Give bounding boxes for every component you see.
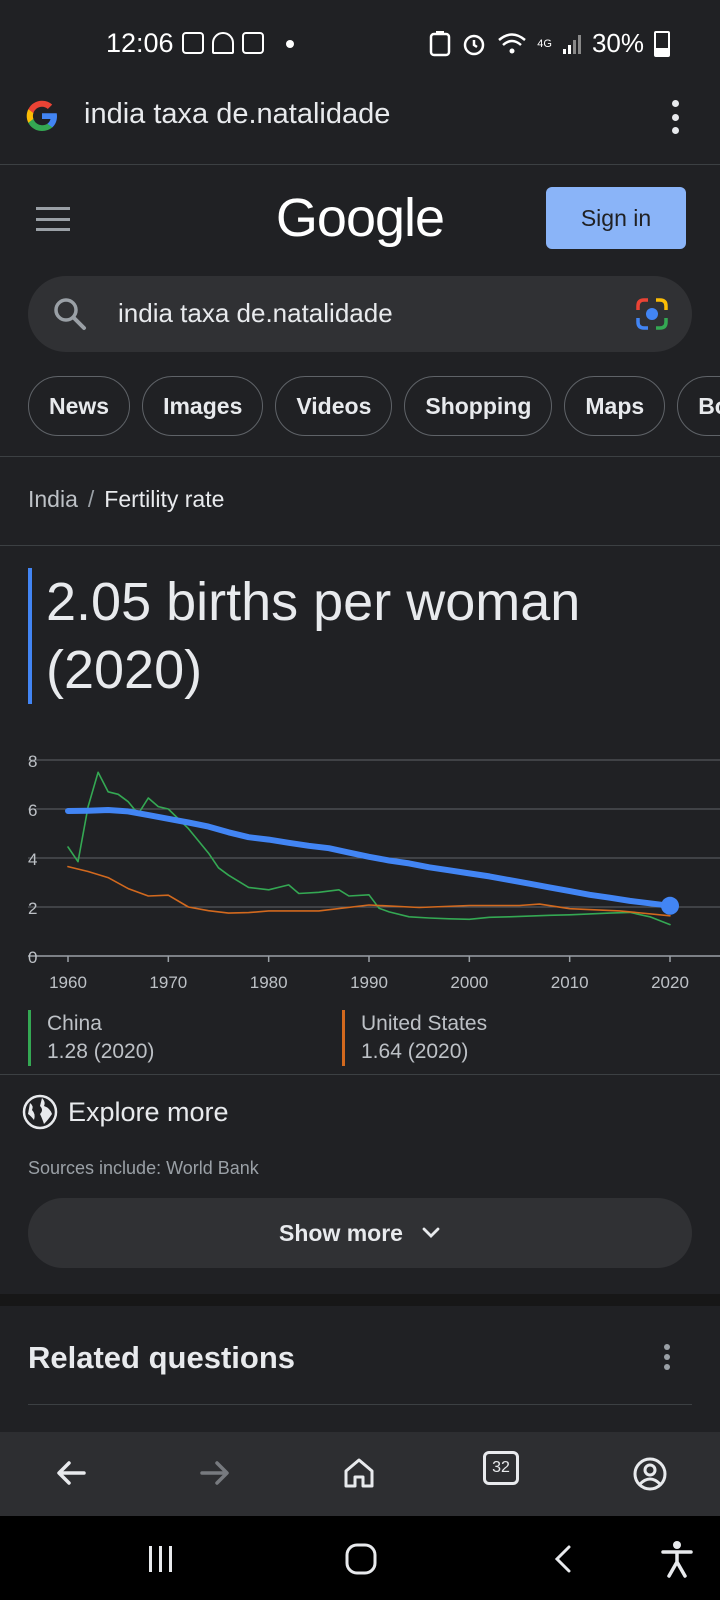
legend-series-value: 1.28 (2020) [47,1040,155,1063]
url-bar[interactable]: india taxa de.natalidade [0,88,720,165]
status-bar: 12:06 4G 30% [0,0,720,88]
back-arrow-icon[interactable] [54,1456,88,1490]
browser-toolbar [0,1432,720,1516]
sign-in-button[interactable]: Sign in [546,187,686,249]
explore-more-link[interactable]: Explore more [22,1094,229,1130]
sources-text: Sources include: World Bank [28,1158,259,1178]
answer-value: 2.05 births per woman [46,572,581,632]
answer-year: (2020) [46,640,203,700]
globe-icon [22,1094,58,1130]
status-time: 12:06 [106,28,174,58]
search-filter-chips: News Images Videos Shopping Maps Bo [28,376,720,438]
show-more-label: Show more [279,1219,403,1246]
divider [28,1404,692,1405]
divider [0,456,720,457]
legend-series-name: China [47,1012,102,1035]
url-query-text[interactable]: india taxa de.natalidade [84,98,391,130]
related-questions-heading: Related questions [28,1340,295,1375]
umbrella-notification-icon [212,32,234,54]
chip-books[interactable]: Bo [677,376,720,436]
legend-item-united-states[interactable]: United States 1.64 (2020) [342,1010,487,1066]
chip-images[interactable]: Images [142,376,264,436]
chip-news[interactable]: News [28,376,131,436]
breadcrumb-separator: / [87,486,95,512]
home-icon[interactable] [342,1456,376,1490]
system-back-icon[interactable] [550,1544,576,1574]
battery-icon [654,30,670,57]
google-g-icon [26,100,57,131]
x-tick-label: 1960 [49,973,87,992]
search-box[interactable]: india taxa de.natalidade [28,276,692,352]
latest-value-point [661,896,679,915]
chip-shopping[interactable]: Shopping [404,376,553,436]
answer-card: 2.05 births per woman (2020) [28,568,716,704]
section-separator [0,1294,720,1306]
forward-arrow-icon[interactable] [198,1456,232,1490]
x-tick-label: 2000 [450,973,488,992]
chevron-down-icon [422,1227,440,1238]
y-tick-label: 8 [28,752,37,771]
x-tick-label: 2010 [551,973,589,992]
google-lens-icon[interactable] [634,296,670,332]
account-icon[interactable] [632,1456,668,1492]
image-notification-icon [182,32,204,54]
accessibility-icon[interactable] [660,1540,694,1578]
explore-more-label[interactable]: Explore more [68,1096,229,1127]
battery-percentage: 30% [591,28,644,58]
network-type: 4G [537,37,552,50]
chip-videos[interactable]: Videos [275,376,393,436]
hamburger-menu-icon[interactable] [36,207,70,231]
y-tick-label: 2 [28,899,37,918]
breadcrumb-root[interactable]: India [28,486,78,512]
google-logo[interactable]: Google [275,188,445,248]
x-tick-label: 1990 [350,973,388,992]
show-more-button[interactable]: Show more [28,1198,692,1268]
series-line-united-states [67,865,671,917]
breadcrumb: India / Fertility rate [28,486,224,513]
x-tick-label: 1970 [149,973,187,992]
system-navigation-bar [0,1516,720,1600]
browser-menu-icon[interactable] [670,100,680,134]
wifi-icon [498,32,527,53]
recent-apps-icon[interactable] [146,1544,176,1574]
tab-switcher-button[interactable]: 32 [483,1451,519,1485]
status-right: 4G 30% [429,28,670,59]
legend-item-china[interactable]: China 1.28 (2020) [28,1010,154,1066]
breadcrumb-current: Fertility rate [104,486,225,512]
contacts-notification-icon [242,32,264,54]
legend-series-value: 1.64 (2020) [361,1040,469,1063]
search-icon[interactable] [52,296,88,332]
home-button-icon[interactable] [344,1542,378,1576]
y-tick-label: 4 [28,850,37,869]
series-line-china [67,771,671,926]
x-tick-label: 1980 [250,973,288,992]
signal-icon [562,34,581,54]
y-tick-label: 6 [28,801,37,820]
series-line-india [65,807,673,909]
chart-legend: China 1.28 (2020) United States 1.64 (20… [28,1010,708,1066]
fertility-rate-chart[interactable]: 0 2 4 6 8 1960 1970 1980 1990 2000 2010 2020 [0,742,720,992]
y-tick-label: 0 [28,948,37,967]
notification-icons [182,32,294,54]
google-header: Google Sign in [0,165,720,265]
search-input[interactable]: india taxa de.natalidade [118,298,393,328]
alarm-icon [464,34,485,55]
chip-maps[interactable]: Maps [564,376,666,436]
legend-series-name: United States [361,1012,488,1035]
battery-saver-icon [430,30,451,56]
divider [0,1074,720,1075]
more-notifications-dot-icon [286,40,294,48]
x-tick-label: 2020 [651,973,689,992]
related-questions-menu-icon[interactable] [664,1344,672,1370]
divider [0,545,720,546]
